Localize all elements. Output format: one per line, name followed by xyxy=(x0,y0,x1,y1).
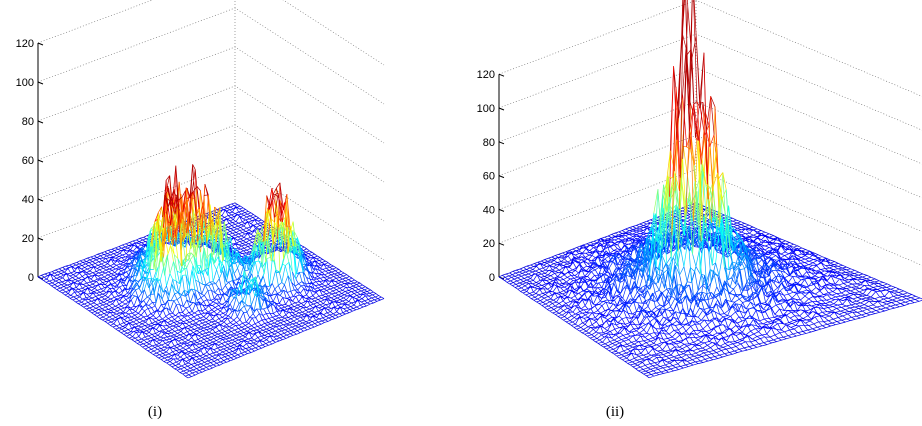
z-tick-mark xyxy=(38,43,43,45)
gridline-z-40 xyxy=(38,125,384,221)
z-tick-label: 0 xyxy=(28,272,34,284)
surface-plot-2-canvas: 0 20 40 60 80 100 120 (ii) xyxy=(461,0,922,426)
surface-plot-1-mesh xyxy=(38,164,384,378)
z-tick-label: 40 xyxy=(22,194,34,206)
z-tick-mark xyxy=(499,74,504,76)
z-tick-label: 40 xyxy=(483,204,495,216)
z-tick-mark xyxy=(38,121,43,123)
z-tick-label: 100 xyxy=(16,77,34,89)
z-tick-label: 100 xyxy=(477,103,495,115)
z-tick-label: 60 xyxy=(22,155,34,167)
z-tick-label: 120 xyxy=(16,38,34,50)
z-tick-mark xyxy=(38,82,43,84)
z-tick-mark xyxy=(499,108,504,110)
z-tick-mark xyxy=(499,176,504,178)
surface-plot-2-tick-labels: 0 20 40 60 80 100 120 xyxy=(477,69,495,284)
z-tick-mark xyxy=(499,243,504,245)
z-tick-label: 20 xyxy=(483,238,495,250)
gridline-z-60 xyxy=(38,86,384,182)
surface-plot-1-canvas: 0 20 40 60 80 100 120 (i) xyxy=(0,0,461,426)
z-tick-mark xyxy=(38,199,43,201)
gridline-z-100 xyxy=(38,8,384,104)
surface-plot-1-caption: (i) xyxy=(148,404,162,420)
z-tick-label: 80 xyxy=(22,116,34,128)
surface-plot-2-z-axis xyxy=(499,74,504,279)
gridline-z-120 xyxy=(499,0,922,97)
z-tick-mark xyxy=(499,142,504,144)
surface-plot-2-mesh xyxy=(499,0,922,378)
gridline-z-120 xyxy=(38,0,384,65)
z-tick-label: 20 xyxy=(22,233,34,245)
gridline-z-80 xyxy=(38,47,384,143)
z-tick-label: 80 xyxy=(483,137,495,149)
z-tick-mark xyxy=(38,238,43,240)
surface-plot-1: 0 20 40 60 80 100 120 (i) xyxy=(0,0,461,426)
z-tick-label: 120 xyxy=(477,69,495,81)
z-tick-label: 0 xyxy=(489,272,495,284)
z-tick-mark xyxy=(38,160,43,162)
z-tick-mark xyxy=(499,209,504,211)
surface-plot-1-z-axis xyxy=(38,43,43,279)
surface-plot-2-caption: (ii) xyxy=(606,404,624,420)
surface-plot-1-tick-labels: 0 20 40 60 80 100 120 xyxy=(16,38,34,284)
surface-plot-2: 0 20 40 60 80 100 120 (ii) xyxy=(461,0,922,426)
z-tick-label: 60 xyxy=(483,171,495,183)
gridline-z-100 xyxy=(499,34,922,131)
